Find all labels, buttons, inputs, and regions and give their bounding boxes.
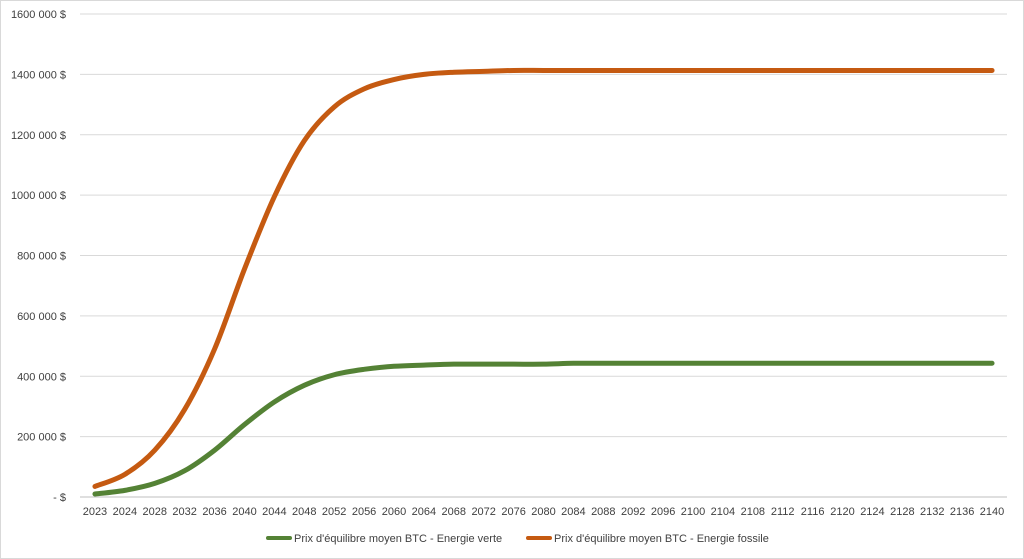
y-tick-label: 1200 000 $ <box>11 130 66 142</box>
gridlines <box>80 13 1007 438</box>
y-tick-label: 600 000 $ <box>17 311 66 323</box>
y-axis-tick-labels: - $ 200 000 $ 400 000 $ 600 000 $ 800 000 $ 1… <box>11 9 66 504</box>
x-tick-label: 2128 <box>890 506 914 518</box>
x-tick-label: 2108 <box>741 506 765 518</box>
x-tick-label: 2028 <box>143 506 167 518</box>
x-tick-label: 2024 <box>113 506 137 518</box>
x-tick-label: 2064 <box>412 506 436 518</box>
x-tick-label: 2124 <box>860 506 884 518</box>
legend-label-green: Prix d'équilibre moyen BTC - Energie ver… <box>294 533 502 545</box>
y-tick-label: 400 000 $ <box>17 371 66 383</box>
x-tick-label: 2084 <box>561 506 585 518</box>
series-line-orange <box>92 67 995 489</box>
x-tick-label: 2072 <box>471 506 495 518</box>
y-tick-label: 1400 000 $ <box>11 69 66 81</box>
x-tick-label: 2080 <box>531 506 555 518</box>
x-tick-label: 2023 <box>83 506 107 518</box>
legend: Prix d'équilibre moyen BTC - Energie ver… <box>266 533 769 545</box>
x-tick-label: 2068 <box>442 506 466 518</box>
x-tick-label: 2092 <box>621 506 645 518</box>
x-tick-label: 2076 <box>501 506 525 518</box>
x-tick-label: 2048 <box>292 506 316 518</box>
x-tick-label: 2096 <box>651 506 675 518</box>
x-tick-label: 2060 <box>382 506 406 518</box>
x-tick-label: 2032 <box>172 506 196 518</box>
x-tick-label: 2136 <box>950 506 974 518</box>
y-tick-label: 1000 000 $ <box>11 190 66 202</box>
x-tick-label: 2052 <box>322 506 346 518</box>
y-tick-label: - $ <box>53 492 66 504</box>
legend-label-orange: Prix d'équilibre moyen BTC - Energie fos… <box>554 533 769 545</box>
x-tick-label: 2116 <box>801 506 825 518</box>
x-tick-label: 2112 <box>771 506 795 518</box>
series-line-green <box>92 360 995 497</box>
y-tick-label: 200 000 $ <box>17 432 66 444</box>
x-tick-label: 2036 <box>202 506 226 518</box>
x-tick-label: 2120 <box>830 506 854 518</box>
y-tick-label: 1600 000 $ <box>11 9 66 21</box>
x-tick-label: 2140 <box>980 506 1004 518</box>
x-tick-label: 2040 <box>232 506 256 518</box>
x-tick-label: 2044 <box>262 506 286 518</box>
x-tick-label: 2056 <box>352 506 376 518</box>
x-tick-label: 2104 <box>711 506 735 518</box>
x-tick-label: 2132 <box>920 506 944 518</box>
x-tick-label: 2088 <box>591 506 615 518</box>
y-tick-label: 800 000 $ <box>17 251 66 263</box>
series-lines <box>92 67 995 497</box>
x-tick-label: 2100 <box>681 506 705 518</box>
x-axis-tick-labels: 2023 2024 2028 2032 2036 2040 2044 2048 2052 2056… <box>83 506 1005 518</box>
